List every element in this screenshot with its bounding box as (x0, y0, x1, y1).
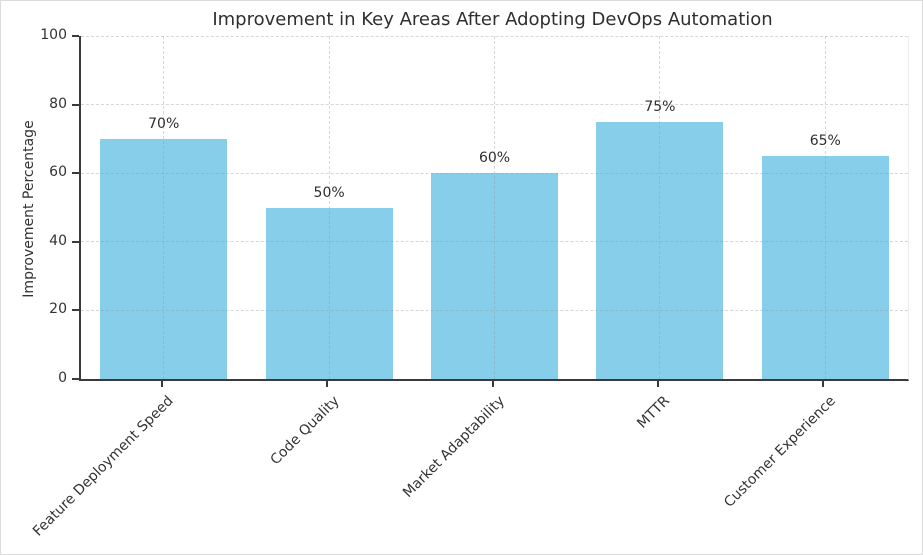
bar-value-label: 65% (809, 133, 841, 150)
chart-title: Improvement in Key Areas After Adopting … (212, 9, 773, 30)
bar (431, 173, 558, 379)
y-tick-label: 60 (49, 164, 67, 181)
y-tick (72, 103, 79, 106)
x-tick-label: Customer Experience (720, 393, 839, 511)
x-tick (822, 381, 825, 387)
y-tick (72, 378, 79, 380)
x-tick (656, 381, 659, 387)
bar (265, 207, 393, 379)
y-tick-label: 80 (49, 95, 67, 112)
x-tick-label: Feature Deployment Speed (30, 393, 178, 540)
x-tick-label: MTTR (634, 393, 674, 432)
x-tick (326, 381, 329, 387)
y-tick (72, 35, 79, 37)
y-tick-label: 100 (40, 27, 67, 43)
plot-area: 70% 50% 60% 75% 65% (79, 35, 909, 381)
y-tick-label: 40 (49, 232, 67, 249)
y-tick-label: 20 (49, 301, 67, 318)
gridline-horizontal (81, 35, 908, 37)
y-tick-label: 0 (58, 370, 67, 386)
bar (100, 138, 228, 379)
bar-value-label: 70% (148, 115, 180, 132)
gridline-horizontal (81, 104, 908, 106)
bar-value-label: 60% (478, 150, 511, 167)
bar-value-label: 75% (644, 98, 676, 115)
x-tick-label: Market Adaptability (399, 393, 508, 501)
bar (596, 121, 724, 379)
bar-value-label: 50% (313, 184, 345, 201)
y-tick (72, 240, 79, 243)
y-axis-label: Improvement Percentage (21, 120, 37, 298)
y-tick (72, 309, 79, 312)
bar (761, 156, 889, 379)
x-tick-label: Code Quality (267, 393, 343, 469)
y-tick (72, 172, 79, 175)
x-tick (491, 381, 494, 387)
x-tick (160, 381, 163, 387)
